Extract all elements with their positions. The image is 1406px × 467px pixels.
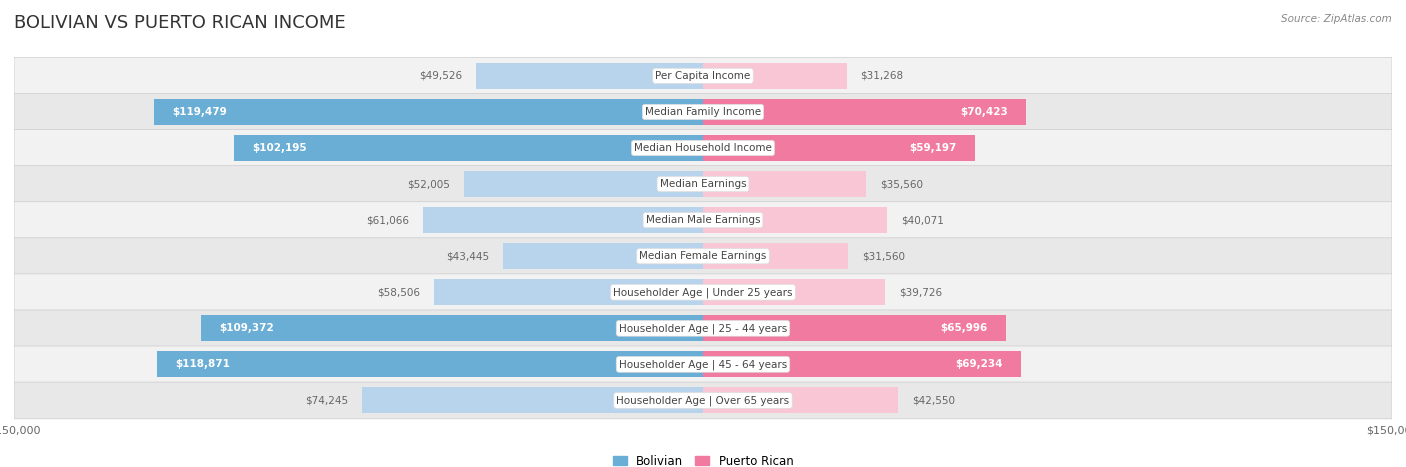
Text: Median Household Income: Median Household Income bbox=[634, 143, 772, 153]
Text: $58,506: $58,506 bbox=[377, 287, 420, 297]
Text: Householder Age | Over 65 years: Householder Age | Over 65 years bbox=[616, 395, 790, 406]
FancyBboxPatch shape bbox=[14, 93, 1392, 130]
Bar bbox=[233, 135, 703, 161]
Bar bbox=[361, 388, 703, 413]
Bar bbox=[703, 135, 974, 161]
Text: Householder Age | 45 - 64 years: Householder Age | 45 - 64 years bbox=[619, 359, 787, 370]
Bar bbox=[503, 243, 703, 269]
Bar bbox=[703, 99, 1026, 125]
Text: $119,479: $119,479 bbox=[173, 107, 228, 117]
Text: $39,726: $39,726 bbox=[900, 287, 942, 297]
Text: Median Family Income: Median Family Income bbox=[645, 107, 761, 117]
Text: $35,560: $35,560 bbox=[880, 179, 924, 189]
Text: Median Male Earnings: Median Male Earnings bbox=[645, 215, 761, 225]
Bar bbox=[155, 99, 703, 125]
FancyBboxPatch shape bbox=[14, 202, 1392, 239]
Bar bbox=[703, 63, 846, 89]
Bar bbox=[475, 63, 703, 89]
Bar bbox=[464, 171, 703, 197]
Legend: Bolivian, Puerto Rican: Bolivian, Puerto Rican bbox=[607, 450, 799, 467]
Bar bbox=[434, 279, 703, 305]
Text: $74,245: $74,245 bbox=[305, 396, 349, 405]
Text: $49,526: $49,526 bbox=[419, 71, 461, 81]
Bar bbox=[703, 315, 1007, 341]
Text: $31,268: $31,268 bbox=[860, 71, 904, 81]
FancyBboxPatch shape bbox=[14, 166, 1392, 203]
Bar bbox=[703, 388, 898, 413]
FancyBboxPatch shape bbox=[14, 382, 1392, 419]
Text: $59,197: $59,197 bbox=[910, 143, 956, 153]
Bar bbox=[703, 207, 887, 233]
Text: $102,195: $102,195 bbox=[252, 143, 307, 153]
Text: $40,071: $40,071 bbox=[901, 215, 943, 225]
Bar bbox=[703, 243, 848, 269]
Text: $69,234: $69,234 bbox=[955, 360, 1002, 369]
Bar bbox=[703, 279, 886, 305]
Bar bbox=[423, 207, 703, 233]
FancyBboxPatch shape bbox=[14, 346, 1392, 383]
Text: $31,560: $31,560 bbox=[862, 251, 904, 261]
Bar bbox=[157, 351, 703, 377]
Text: $52,005: $52,005 bbox=[408, 179, 450, 189]
FancyBboxPatch shape bbox=[14, 238, 1392, 275]
Text: $42,550: $42,550 bbox=[912, 396, 955, 405]
Text: $109,372: $109,372 bbox=[219, 323, 274, 333]
Bar bbox=[703, 351, 1021, 377]
Text: $61,066: $61,066 bbox=[366, 215, 409, 225]
FancyBboxPatch shape bbox=[14, 310, 1392, 347]
Text: BOLIVIAN VS PUERTO RICAN INCOME: BOLIVIAN VS PUERTO RICAN INCOME bbox=[14, 14, 346, 32]
Text: $43,445: $43,445 bbox=[447, 251, 489, 261]
Text: $70,423: $70,423 bbox=[960, 107, 1008, 117]
FancyBboxPatch shape bbox=[14, 57, 1392, 94]
Text: $118,871: $118,871 bbox=[176, 360, 231, 369]
Text: Median Female Earnings: Median Female Earnings bbox=[640, 251, 766, 261]
FancyBboxPatch shape bbox=[14, 274, 1392, 311]
Text: Median Earnings: Median Earnings bbox=[659, 179, 747, 189]
Text: $65,996: $65,996 bbox=[941, 323, 988, 333]
FancyBboxPatch shape bbox=[14, 130, 1392, 166]
Text: Householder Age | Under 25 years: Householder Age | Under 25 years bbox=[613, 287, 793, 297]
Bar bbox=[201, 315, 703, 341]
Text: Per Capita Income: Per Capita Income bbox=[655, 71, 751, 81]
Text: Householder Age | 25 - 44 years: Householder Age | 25 - 44 years bbox=[619, 323, 787, 333]
Bar bbox=[703, 171, 866, 197]
Text: Source: ZipAtlas.com: Source: ZipAtlas.com bbox=[1281, 14, 1392, 24]
